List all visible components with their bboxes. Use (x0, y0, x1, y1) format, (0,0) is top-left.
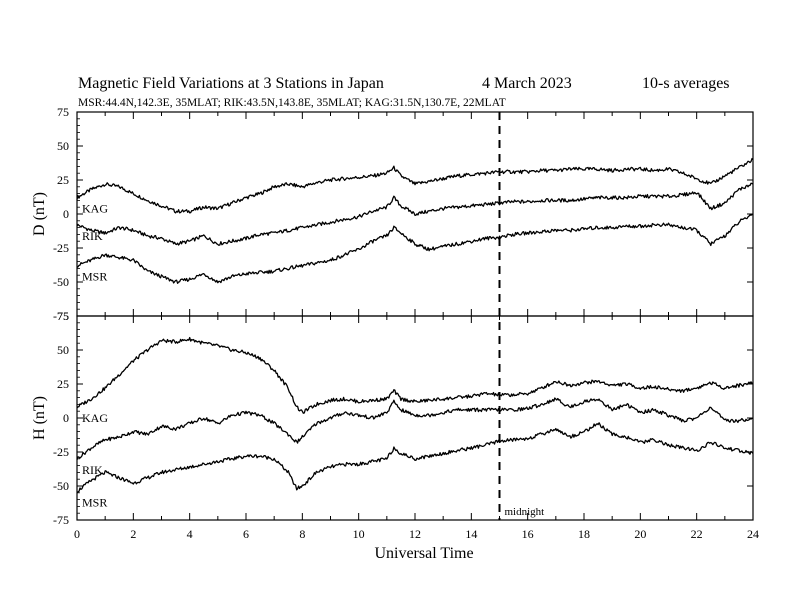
x-tick-label: 6 (243, 527, 249, 541)
h-ytick-label: 50 (57, 343, 69, 357)
h-ytick-label: -75 (53, 513, 69, 527)
d-panel: 75 50 25 0 -25 -50 -75 D (nT) KAG RIK MSR (31, 105, 754, 323)
d-series-kag-line (76, 157, 754, 214)
x-axis-title: Universal Time (374, 545, 473, 562)
d-ytick-label: 75 (57, 105, 69, 119)
d-series-rik-line (76, 182, 754, 246)
d-ytick-label: 25 (57, 173, 69, 187)
d-ytick-label: -50 (53, 275, 69, 289)
x-tick-label: 14 (465, 527, 477, 541)
figure-subtitle: MSR:44.4N,142.3E, 35MLAT; RIK:43.5N,143.… (78, 97, 506, 109)
x-tick-label: 8 (299, 527, 305, 541)
d-ytick-label: -25 (53, 241, 69, 255)
h-series-label-rik: RIK (82, 463, 103, 477)
figure-averaging: 10-s averages (642, 75, 730, 92)
figure-date: 4 March 2023 (482, 75, 572, 92)
x-tick-label: 2 (130, 527, 136, 541)
h-ytick-label: 0 (63, 411, 69, 425)
h-ytick-label: 75 (57, 309, 69, 323)
h-ytick-label: 25 (57, 377, 69, 391)
x-tick-label: 10 (353, 527, 365, 541)
x-tick-label: 4 (187, 527, 193, 541)
x-tick-label: 0 (74, 527, 80, 541)
h-series-label-kag: KAG (82, 411, 108, 425)
d-series-label-rik: RIK (82, 229, 103, 243)
h-series-rik-line (76, 397, 754, 461)
x-tick-label: 16 (522, 527, 534, 541)
h-panel-frame (76, 315, 754, 521)
d-y-axis-title: D (nT) (31, 192, 48, 236)
d-series-label-kag: KAG (82, 202, 108, 216)
d-series-msr-line (76, 213, 754, 284)
d-ytick-label: 0 (63, 207, 69, 221)
h-y-axis-title: H (nT) (31, 396, 48, 440)
midnight-label: midnight (505, 506, 545, 518)
h-series-label-msr: MSR (82, 495, 107, 509)
d-ytick-label: -75 (53, 309, 69, 323)
x-tick-label: 22 (691, 527, 703, 541)
x-tick-label: 24 (747, 527, 759, 541)
d-series-label-msr: MSR (82, 270, 107, 284)
h-ytick-label: -25 (53, 445, 69, 459)
h-series-kag-line (76, 336, 754, 414)
x-tick-label: 12 (409, 527, 421, 541)
h-ytick-label: -50 (53, 479, 69, 493)
d-ytick-label: 50 (57, 139, 69, 153)
x-tick-label: 18 (578, 527, 590, 541)
h-series-msr-line (76, 422, 754, 494)
figure-title: Magnetic Field Variations at 3 Stations … (78, 75, 384, 92)
x-tick-label: 20 (634, 527, 646, 541)
